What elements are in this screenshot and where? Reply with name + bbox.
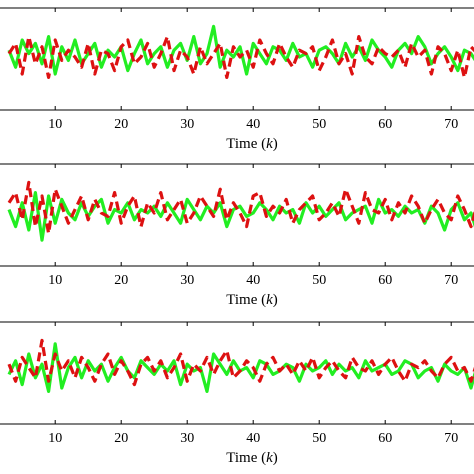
x-tick-label: 20 bbox=[114, 117, 128, 132]
subplot-2: 1020304050607080Time (k) bbox=[0, 163, 474, 308]
x-tick-label: 70 bbox=[444, 117, 458, 132]
series-line-dashed bbox=[7, 34, 474, 80]
series-line-solid bbox=[7, 24, 474, 76]
x-tick-label: 60 bbox=[378, 431, 392, 446]
axes-frame bbox=[0, 321, 474, 425]
x-tick-label: 30 bbox=[180, 117, 194, 132]
x-tick-label: 20 bbox=[114, 273, 128, 288]
x-tick-label: 70 bbox=[444, 273, 458, 288]
x-tick-label: 50 bbox=[312, 431, 326, 446]
series-line-solid bbox=[7, 342, 474, 393]
x-tick-label: 30 bbox=[180, 431, 194, 446]
series-line-dashed bbox=[7, 338, 474, 387]
x-tick-label: 10 bbox=[48, 117, 62, 132]
x-tick-label: 60 bbox=[378, 117, 392, 132]
x-tick-label: 60 bbox=[378, 273, 392, 288]
x-tick-label: 50 bbox=[312, 117, 326, 132]
x-tick-label: 10 bbox=[48, 431, 62, 446]
x-axis-label: Time (k) bbox=[226, 450, 278, 466]
x-tick-label: 40 bbox=[246, 117, 260, 132]
x-tick-label: 20 bbox=[114, 431, 128, 446]
subplot-1: 1020304050607080Time (k) bbox=[0, 7, 474, 152]
series-line-dashed bbox=[7, 180, 474, 235]
x-axis-label: Time (k) bbox=[226, 136, 278, 152]
x-tick-label: 10 bbox=[48, 273, 62, 288]
x-tick-label: 50 bbox=[312, 273, 326, 288]
x-tick-label: 70 bbox=[444, 431, 458, 446]
axes-frame bbox=[0, 7, 474, 111]
x-tick-label: 40 bbox=[246, 273, 260, 288]
x-axis-label: Time (k) bbox=[226, 292, 278, 308]
axes-frame bbox=[0, 163, 474, 267]
subplot-3: 1020304050607080Time (k) bbox=[0, 321, 474, 466]
x-tick-label: 40 bbox=[246, 431, 260, 446]
x-tick-label: 30 bbox=[180, 273, 194, 288]
